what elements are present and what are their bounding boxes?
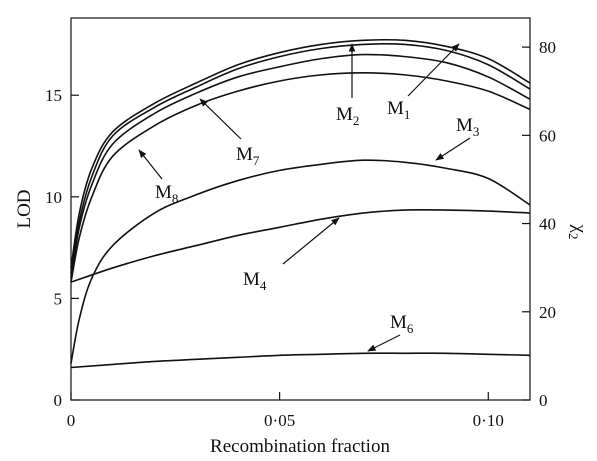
label-pointers bbox=[138, 43, 471, 352]
y-tick-label: 10 bbox=[45, 188, 62, 207]
series-line-m8 bbox=[70, 72, 531, 283]
y-tick-label: 5 bbox=[54, 289, 63, 308]
label-m3: M3 bbox=[456, 115, 479, 139]
y2-axis-title: χ2 bbox=[566, 224, 590, 240]
label-m7: M7 bbox=[236, 144, 260, 168]
series-line-m6 bbox=[70, 352, 531, 369]
label-m4: M4 bbox=[243, 269, 267, 293]
series-line-m1 bbox=[70, 42, 531, 275]
y2-tick-label: 0 bbox=[539, 391, 548, 410]
x-tick-label: 0·05 bbox=[264, 411, 295, 430]
series-line-m3 bbox=[70, 159, 531, 364]
series-curves bbox=[70, 38, 531, 369]
y2-axis-title-sub: 2 bbox=[566, 233, 581, 240]
pointer-m7 bbox=[199, 98, 242, 140]
pointer-m3 bbox=[435, 137, 471, 161]
label-m1: M1 bbox=[387, 98, 410, 122]
label-m6: M6 bbox=[390, 312, 414, 336]
series-line-m7 bbox=[70, 53, 531, 279]
series-labels: M2 M1 M7 M8 M3 M4 M6 bbox=[155, 98, 479, 336]
x-axis-title: Recombination fraction bbox=[210, 436, 390, 457]
y2-tick-label: 40 bbox=[539, 215, 556, 234]
plot-frame bbox=[70, 17, 531, 401]
pointer-m1 bbox=[407, 43, 460, 97]
y-tick-label: 0 bbox=[54, 391, 63, 410]
series-line-m2 bbox=[70, 38, 531, 269]
y2-axis-title-main: χ bbox=[569, 224, 590, 234]
y2-tick-label: 60 bbox=[539, 126, 556, 145]
y2-axis-ticks: 0 20 40 60 80 bbox=[522, 38, 556, 410]
x-tick-label: 0 bbox=[67, 411, 76, 430]
pointer-m6 bbox=[367, 334, 401, 352]
y-axis-title: LOD bbox=[14, 189, 35, 228]
label-m8: M8 bbox=[155, 182, 178, 206]
x-axis-ticks: 0 0·05 0·10 bbox=[67, 392, 504, 430]
y2-tick-label: 80 bbox=[539, 38, 556, 57]
x-tick-label: 0·10 bbox=[473, 411, 504, 430]
pointer-m4 bbox=[282, 217, 340, 265]
y-tick-label: 15 bbox=[45, 86, 62, 105]
y2-tick-label: 20 bbox=[539, 303, 556, 322]
series-line-m4 bbox=[70, 208, 531, 283]
y-axis-ticks: 0 5 10 15 bbox=[45, 86, 79, 410]
label-m2: M2 bbox=[336, 104, 359, 128]
pointer-m8 bbox=[138, 149, 163, 180]
